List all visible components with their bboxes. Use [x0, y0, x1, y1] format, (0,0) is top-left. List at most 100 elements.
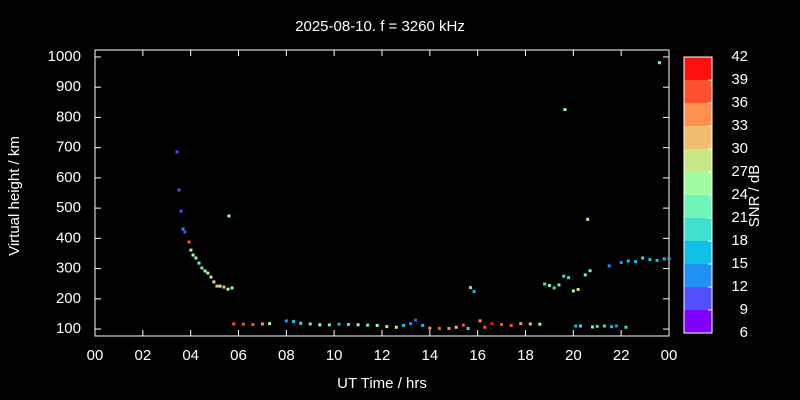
point: [251, 323, 255, 327]
point: [227, 214, 231, 218]
point: [466, 326, 470, 330]
colorbar-step: [684, 264, 712, 287]
point: [183, 230, 187, 234]
point: [284, 319, 288, 323]
point: [179, 209, 183, 213]
colorbar-step: [684, 241, 712, 264]
point: [187, 240, 191, 244]
point: [327, 323, 331, 327]
point: [428, 326, 432, 330]
x-tick-label: 08: [278, 347, 295, 364]
point: [394, 325, 398, 329]
point: [619, 261, 623, 265]
point: [292, 319, 296, 323]
x-tick-label: 02: [134, 347, 151, 364]
y-tick-label: 900: [56, 78, 81, 95]
chart-title: 2025-08-10. f = 3260 kHz: [295, 18, 465, 35]
point: [500, 323, 504, 327]
point: [571, 289, 575, 293]
point: [602, 324, 606, 328]
point: [538, 322, 542, 326]
point: [177, 188, 181, 192]
colorbar-step: [684, 310, 712, 333]
point: [447, 326, 451, 330]
point: [366, 323, 370, 327]
x-tick-label: 22: [613, 347, 630, 364]
point: [468, 286, 472, 290]
point: [574, 324, 578, 328]
point: [402, 323, 406, 327]
y-tick-label: 1000: [48, 48, 81, 65]
point: [226, 287, 230, 291]
point: [222, 285, 226, 289]
colorbar-step: [684, 103, 712, 126]
colorbar-tick-label: 9: [740, 301, 748, 318]
colorbar-tick-label: 24: [731, 186, 748, 203]
point: [421, 323, 425, 327]
point: [200, 266, 204, 270]
point: [260, 322, 264, 326]
point: [175, 150, 179, 154]
point: [590, 325, 594, 329]
plot-frame: [94, 49, 670, 337]
point: [347, 323, 351, 327]
point: [308, 322, 312, 326]
point: [232, 322, 236, 326]
colorbar-tick-label: 27: [731, 163, 748, 180]
point: [437, 326, 441, 330]
point: [268, 322, 272, 326]
point: [543, 282, 547, 286]
x-tick-label: 20: [565, 347, 582, 364]
point: [218, 284, 222, 288]
colorbar-tick-label: 36: [731, 94, 748, 111]
y-tick-label: 200: [56, 290, 81, 307]
point: [490, 322, 494, 326]
colorbar-label: SNR / dB: [746, 165, 763, 228]
point: [567, 276, 571, 280]
point: [634, 260, 638, 264]
point: [206, 271, 210, 275]
point: [519, 322, 523, 326]
point: [203, 269, 207, 273]
point: [583, 273, 587, 277]
point: [454, 325, 458, 329]
point: [356, 323, 360, 327]
point: [209, 275, 213, 279]
point: [576, 287, 580, 291]
colorbar-tick-label: 33: [731, 117, 748, 134]
point: [191, 253, 195, 257]
point: [547, 284, 551, 288]
point: [299, 321, 303, 325]
point: [552, 286, 556, 290]
colorbar-tick-label: 21: [731, 209, 748, 226]
x-tick-label: 16: [469, 347, 486, 364]
colorbar-step: [684, 218, 712, 241]
point: [579, 324, 583, 328]
colorbar-step: [684, 195, 712, 218]
colorbar-step: [684, 80, 712, 103]
colorbar-tick-label: 12: [731, 278, 748, 295]
point: [385, 325, 389, 329]
point: [318, 323, 322, 327]
point: [657, 61, 661, 65]
point: [472, 290, 476, 294]
point: [413, 318, 417, 322]
point: [610, 325, 614, 329]
point: [509, 323, 513, 327]
y-axis-label: Virtual height / km: [6, 136, 23, 256]
point: [626, 259, 630, 263]
colorbar-tick-label: 39: [731, 71, 748, 88]
y-tick-label: 400: [56, 229, 81, 246]
colorbar-step: [684, 287, 712, 310]
point: [641, 256, 645, 260]
point: [461, 323, 465, 327]
x-tick-label: 10: [326, 347, 343, 364]
point: [662, 257, 666, 261]
point: [483, 325, 487, 329]
point: [197, 261, 201, 265]
y-tick-label: 100: [56, 320, 81, 337]
point: [586, 217, 590, 221]
point: [614, 324, 618, 328]
point: [528, 322, 532, 326]
